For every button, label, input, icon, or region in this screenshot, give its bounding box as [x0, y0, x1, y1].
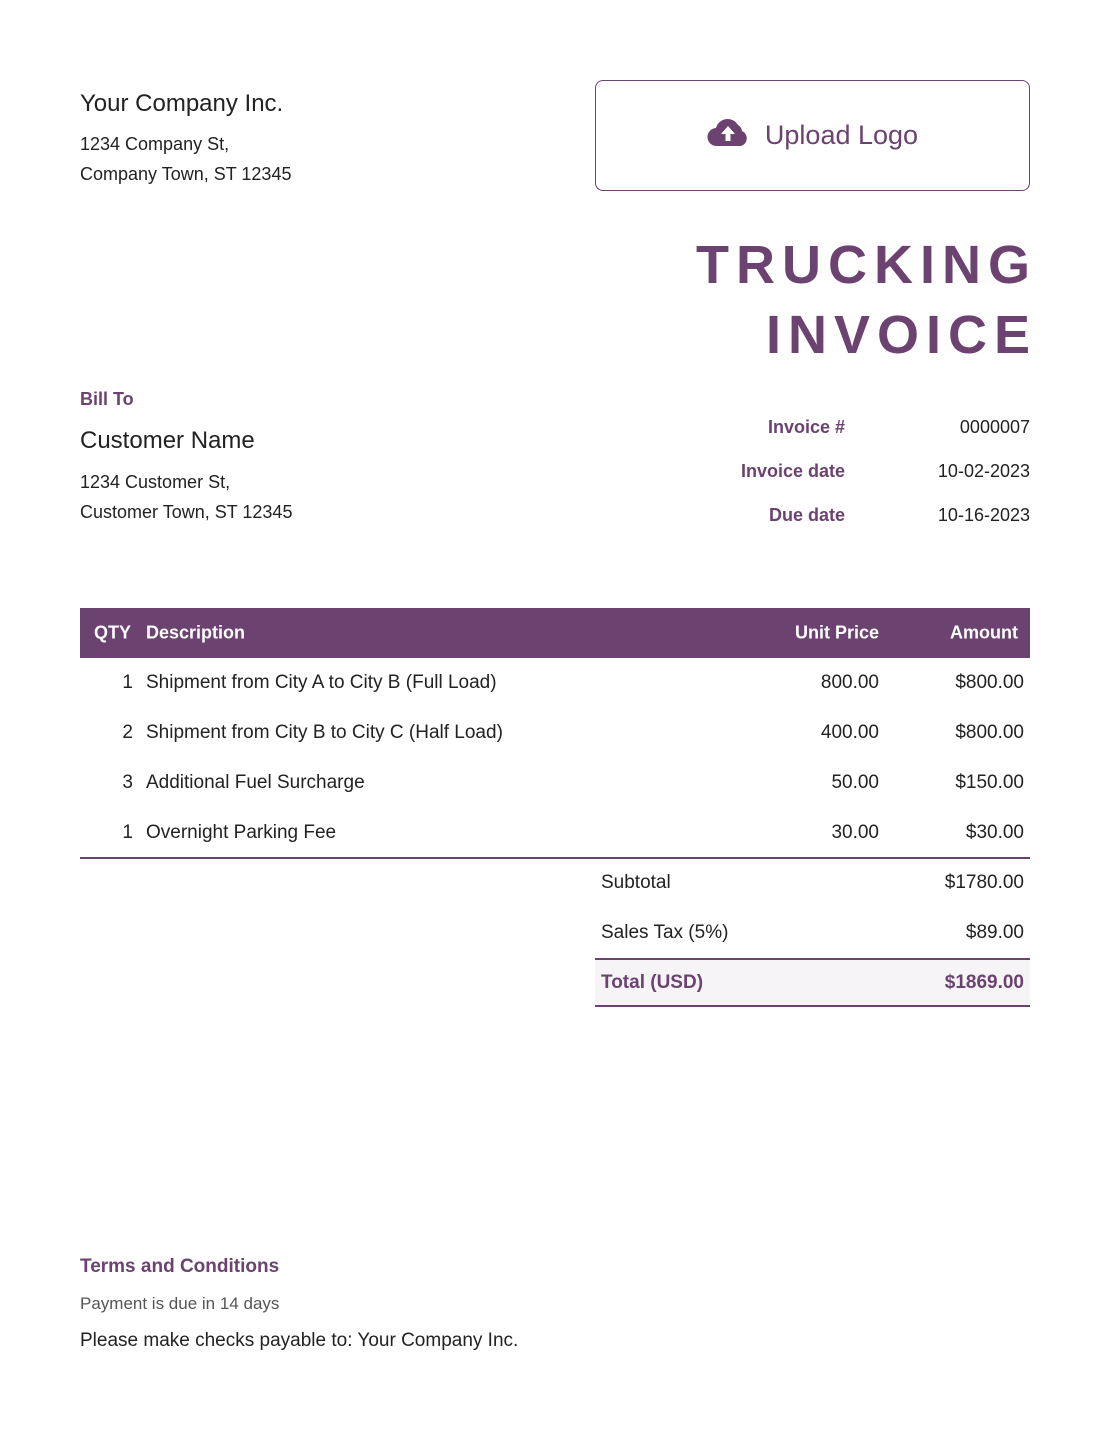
- invoice-number-label: Invoice #: [767, 417, 845, 437]
- subtotal-label: Subtotal: [601, 872, 671, 893]
- due-date-label: Due date: [768, 505, 845, 525]
- invoice-number-value: 0000007: [959, 417, 1030, 437]
- row-unit-price: 400.00: [820, 722, 879, 743]
- company-address-line1: 1234 Company St,: [80, 134, 230, 154]
- company-address-line2: Company Town, ST 12345: [80, 164, 292, 184]
- row-amount: $800.00: [955, 672, 1024, 693]
- total-row: Total (USD) $1869.00: [595, 958, 1030, 1007]
- subtotal-value: $1780.00: [944, 872, 1024, 893]
- upload-logo-button[interactable]: Upload Logo: [595, 80, 1030, 191]
- row-amount: $30.00: [965, 822, 1024, 843]
- terms-heading: Terms and Conditions: [80, 1256, 280, 1277]
- table-row: 1 Overnight Parking Fee 30.00 $30.00: [80, 808, 1030, 858]
- terms-payment-due: Payment is due in 14 days: [80, 1294, 280, 1313]
- row-description: Shipment from City B to City C (Half Loa…: [146, 722, 503, 743]
- table-header: QTY Description Unit Price Amount: [80, 608, 1030, 658]
- upload-logo-label: Upload Logo: [764, 120, 919, 150]
- row-qty: 2: [122, 722, 133, 743]
- row-qty: 1: [122, 672, 133, 693]
- invoice-title-line2: INVOICE: [765, 305, 1037, 365]
- invoice-date-label: Invoice date: [740, 461, 845, 481]
- tax-row: Sales Tax (5%) $89.00: [595, 908, 1030, 958]
- header-qty: QTY: [94, 622, 132, 643]
- row-unit-price: 800.00: [820, 672, 879, 693]
- row-qty: 1: [122, 822, 133, 843]
- row-description: Additional Fuel Surcharge: [146, 772, 365, 793]
- row-unit-price: 50.00: [831, 772, 879, 793]
- table-row: 3 Additional Fuel Surcharge 50.00 $150.0…: [80, 758, 1030, 808]
- row-description: Shipment from City A to City B (Full Loa…: [146, 672, 497, 693]
- customer-address-line1: 1234 Customer St,: [80, 472, 231, 492]
- total-value: $1869.00: [944, 971, 1024, 993]
- header-unit-price: Unit Price: [794, 622, 879, 643]
- total-label: Total (USD): [601, 971, 704, 993]
- table-row: 2 Shipment from City B to City C (Half L…: [80, 708, 1030, 758]
- invoice-date-value: 10-02-2023: [937, 461, 1030, 481]
- tax-label: Sales Tax (5%): [601, 922, 729, 943]
- table-row: 1 Shipment from City A to City B (Full L…: [80, 658, 1030, 708]
- cloud-upload-icon: [707, 117, 749, 154]
- due-date-value: 10-16-2023: [937, 505, 1030, 525]
- table-divider: [80, 857, 1030, 859]
- invoice-title-line1: TRUCKING: [696, 235, 1037, 295]
- row-unit-price: 30.00: [831, 822, 879, 843]
- row-description: Overnight Parking Fee: [146, 822, 337, 843]
- header-description: Description: [146, 622, 246, 643]
- customer-address-line2: Customer Town, ST 12345: [80, 502, 293, 522]
- bill-to-heading: Bill To: [80, 389, 134, 409]
- company-name: Your Company Inc.: [80, 90, 284, 117]
- header-amount: Amount: [950, 622, 1018, 643]
- subtotal-row: Subtotal $1780.00: [595, 858, 1030, 908]
- row-amount: $150.00: [955, 772, 1024, 793]
- customer-name: Customer Name: [80, 427, 255, 454]
- row-amount: $800.00: [955, 722, 1024, 743]
- tax-value: $89.00: [965, 922, 1024, 943]
- row-qty: 3: [122, 772, 133, 793]
- terms-checks-payable: Please make checks payable to: Your Comp…: [80, 1330, 519, 1351]
